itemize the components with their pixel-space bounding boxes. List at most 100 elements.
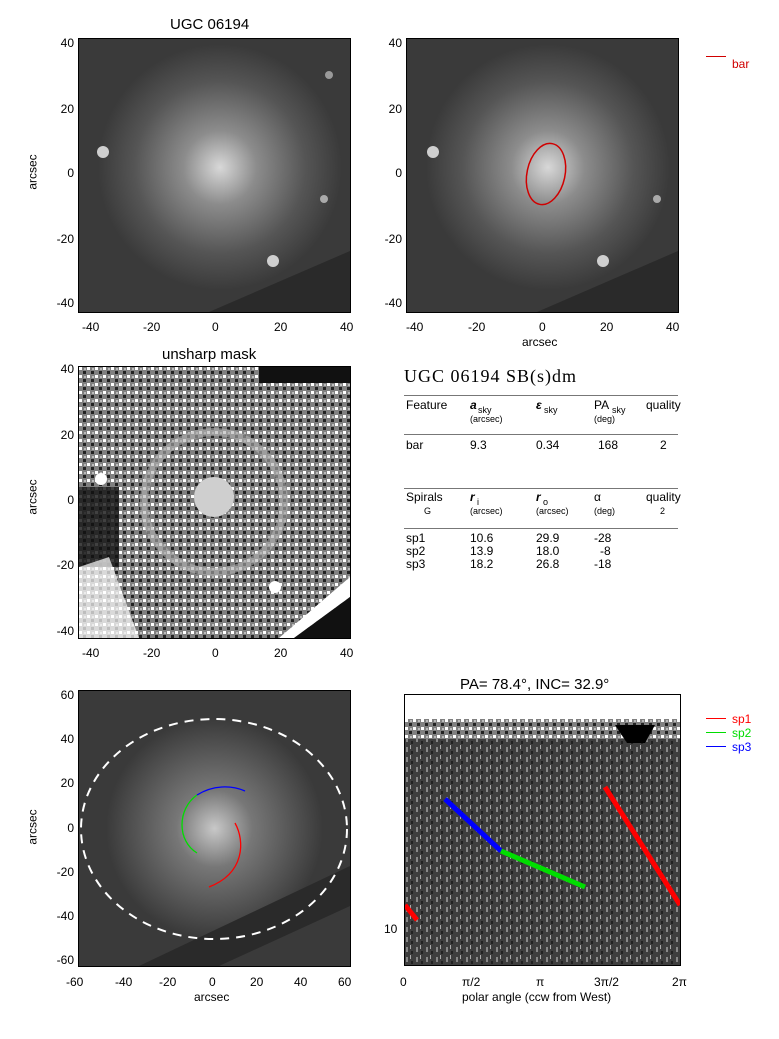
ytick: -20: [56, 232, 74, 246]
phase-ytick: 10: [384, 922, 398, 936]
x-ticks-bottom-left: -60 -40 -20 0 20 40 60: [66, 975, 366, 991]
cell: 0.34: [536, 438, 560, 452]
sub-quality: 2: [660, 506, 666, 516]
header-ro-sub: o: [543, 497, 549, 507]
phase-sp1-wrap: [405, 903, 419, 922]
xtick: -20: [143, 646, 161, 660]
cell: 10.6: [470, 531, 494, 545]
header-a: a: [470, 398, 477, 412]
xtick: 0: [212, 320, 219, 334]
xtick: 0: [212, 646, 219, 660]
phase-plot-render: [405, 695, 680, 965]
xtick: -20: [143, 320, 161, 334]
legend-bar-label: bar: [732, 57, 750, 71]
y-ticks-mid-left: 40 20 0 -20 -40: [52, 362, 74, 642]
cell: 168: [598, 438, 619, 452]
phase-sp3: [443, 797, 503, 853]
ytick: 0: [67, 166, 74, 180]
xtick: 20: [274, 320, 288, 334]
ytick: -40: [56, 909, 74, 923]
legend-bar-line: [706, 56, 726, 57]
legend-sp2-label: sp2: [732, 726, 752, 740]
xtick: 60: [338, 975, 352, 989]
unsharp-mask-image: [78, 366, 351, 639]
legend-sp3-label: sp3: [732, 740, 752, 754]
header-ri-sub: i: [477, 497, 479, 507]
disk-ellipse: [80, 718, 348, 940]
xtick: 20: [600, 320, 614, 334]
cell: 9.3: [470, 438, 487, 452]
table-rule: [404, 395, 678, 396]
header-ri: r: [470, 490, 475, 504]
cell: -8: [600, 544, 611, 558]
ytick: -40: [384, 296, 402, 310]
table-rule: [404, 488, 678, 489]
y-ticks-bottom-left: 60 40 20 0 -20 -40 -60: [52, 688, 74, 973]
phase-x-axis-label: polar angle (ccw from West): [462, 990, 612, 1004]
table-row: sp1 10.6 29.9 -28: [404, 531, 684, 545]
legend-sp3-line: [706, 746, 726, 747]
header-a-sub: sky: [478, 405, 492, 415]
phase-plot-image: [404, 694, 681, 966]
x-ticks-top-left: -40 -20 0 20 40: [78, 320, 358, 336]
xtick: π: [536, 975, 545, 989]
xtick: 40: [340, 646, 354, 660]
header-feature: Feature: [406, 398, 448, 412]
bar-table-row: bar 9.3 0.34 168 2: [404, 438, 684, 454]
galaxy-render-bar: [407, 39, 678, 312]
xtick: 40: [666, 320, 680, 334]
sub-ri-unit: (arcsec): [470, 506, 503, 516]
xtick: -20: [468, 320, 486, 334]
spiral-legend: sp1 sp2 sp3: [706, 712, 766, 762]
table-row: sp3 18.2 26.8 -18: [404, 557, 684, 571]
ytick: 0: [395, 166, 402, 180]
xtick: 40: [340, 320, 354, 334]
phase-x-ticks: 0 π/2 π 3π/2 2π: [396, 975, 696, 991]
xtick: 20: [274, 646, 288, 660]
header-quality: quality: [646, 490, 681, 504]
galaxy-image-top-right: [406, 38, 679, 313]
cell: -18: [594, 557, 612, 571]
xtick: 0: [539, 320, 546, 334]
cell: 18.2: [470, 557, 494, 571]
header-quality: quality: [646, 398, 681, 412]
cell: sp1: [406, 531, 426, 545]
header-pa: PA: [594, 398, 610, 412]
cell: -28: [594, 531, 612, 545]
ytick: 40: [388, 36, 402, 50]
xtick: -40: [115, 975, 133, 989]
ytick: -40: [56, 296, 74, 310]
x-ticks-top-right: -40 -20 0 20 40: [406, 320, 686, 336]
ytick: -20: [384, 232, 402, 246]
bar-ellipse: [525, 142, 567, 206]
cell: sp2: [406, 544, 426, 558]
y-axis-label-top-left: arcsec: [25, 154, 40, 190]
spiral-table-rows: sp1 10.6 29.9 -28 sp2 13.9 18.0 -8 sp3 1…: [404, 531, 684, 573]
xtick: 3π/2: [594, 975, 619, 989]
xtick: -40: [406, 320, 424, 334]
ytick: 40: [60, 362, 74, 376]
ytick: 40: [60, 36, 74, 50]
unsharp-render: [79, 367, 350, 638]
legend-sp2-line: [706, 732, 726, 733]
xtick: 0: [400, 975, 407, 989]
header-spirals: Spirals: [406, 490, 443, 504]
xtick: 40: [294, 975, 308, 989]
header-pa-sub: sky: [612, 405, 626, 415]
ytick: 40: [60, 732, 74, 746]
cell: 13.9: [470, 544, 494, 558]
x-ticks-mid-left: -40 -20 0 20 40: [78, 646, 358, 662]
table-rule: [404, 528, 678, 529]
galaxy-render: [79, 39, 350, 312]
cell: 29.9: [536, 531, 560, 545]
y-ticks-top-right: 40 20 0 -20 -40: [380, 36, 402, 316]
sub-ro-unit: (arcsec): [536, 506, 569, 516]
table-row: sp2 13.9 18.0 -8: [404, 544, 684, 558]
legend-sp1-label: sp1: [732, 712, 752, 726]
xtick: 2π: [672, 975, 687, 989]
top-left-title: UGC 06194: [170, 16, 250, 33]
legend-sp1-line: [706, 718, 726, 719]
header-pa-unit: (deg): [594, 414, 616, 424]
xtick: -20: [159, 975, 177, 989]
ytick: 20: [60, 776, 74, 790]
